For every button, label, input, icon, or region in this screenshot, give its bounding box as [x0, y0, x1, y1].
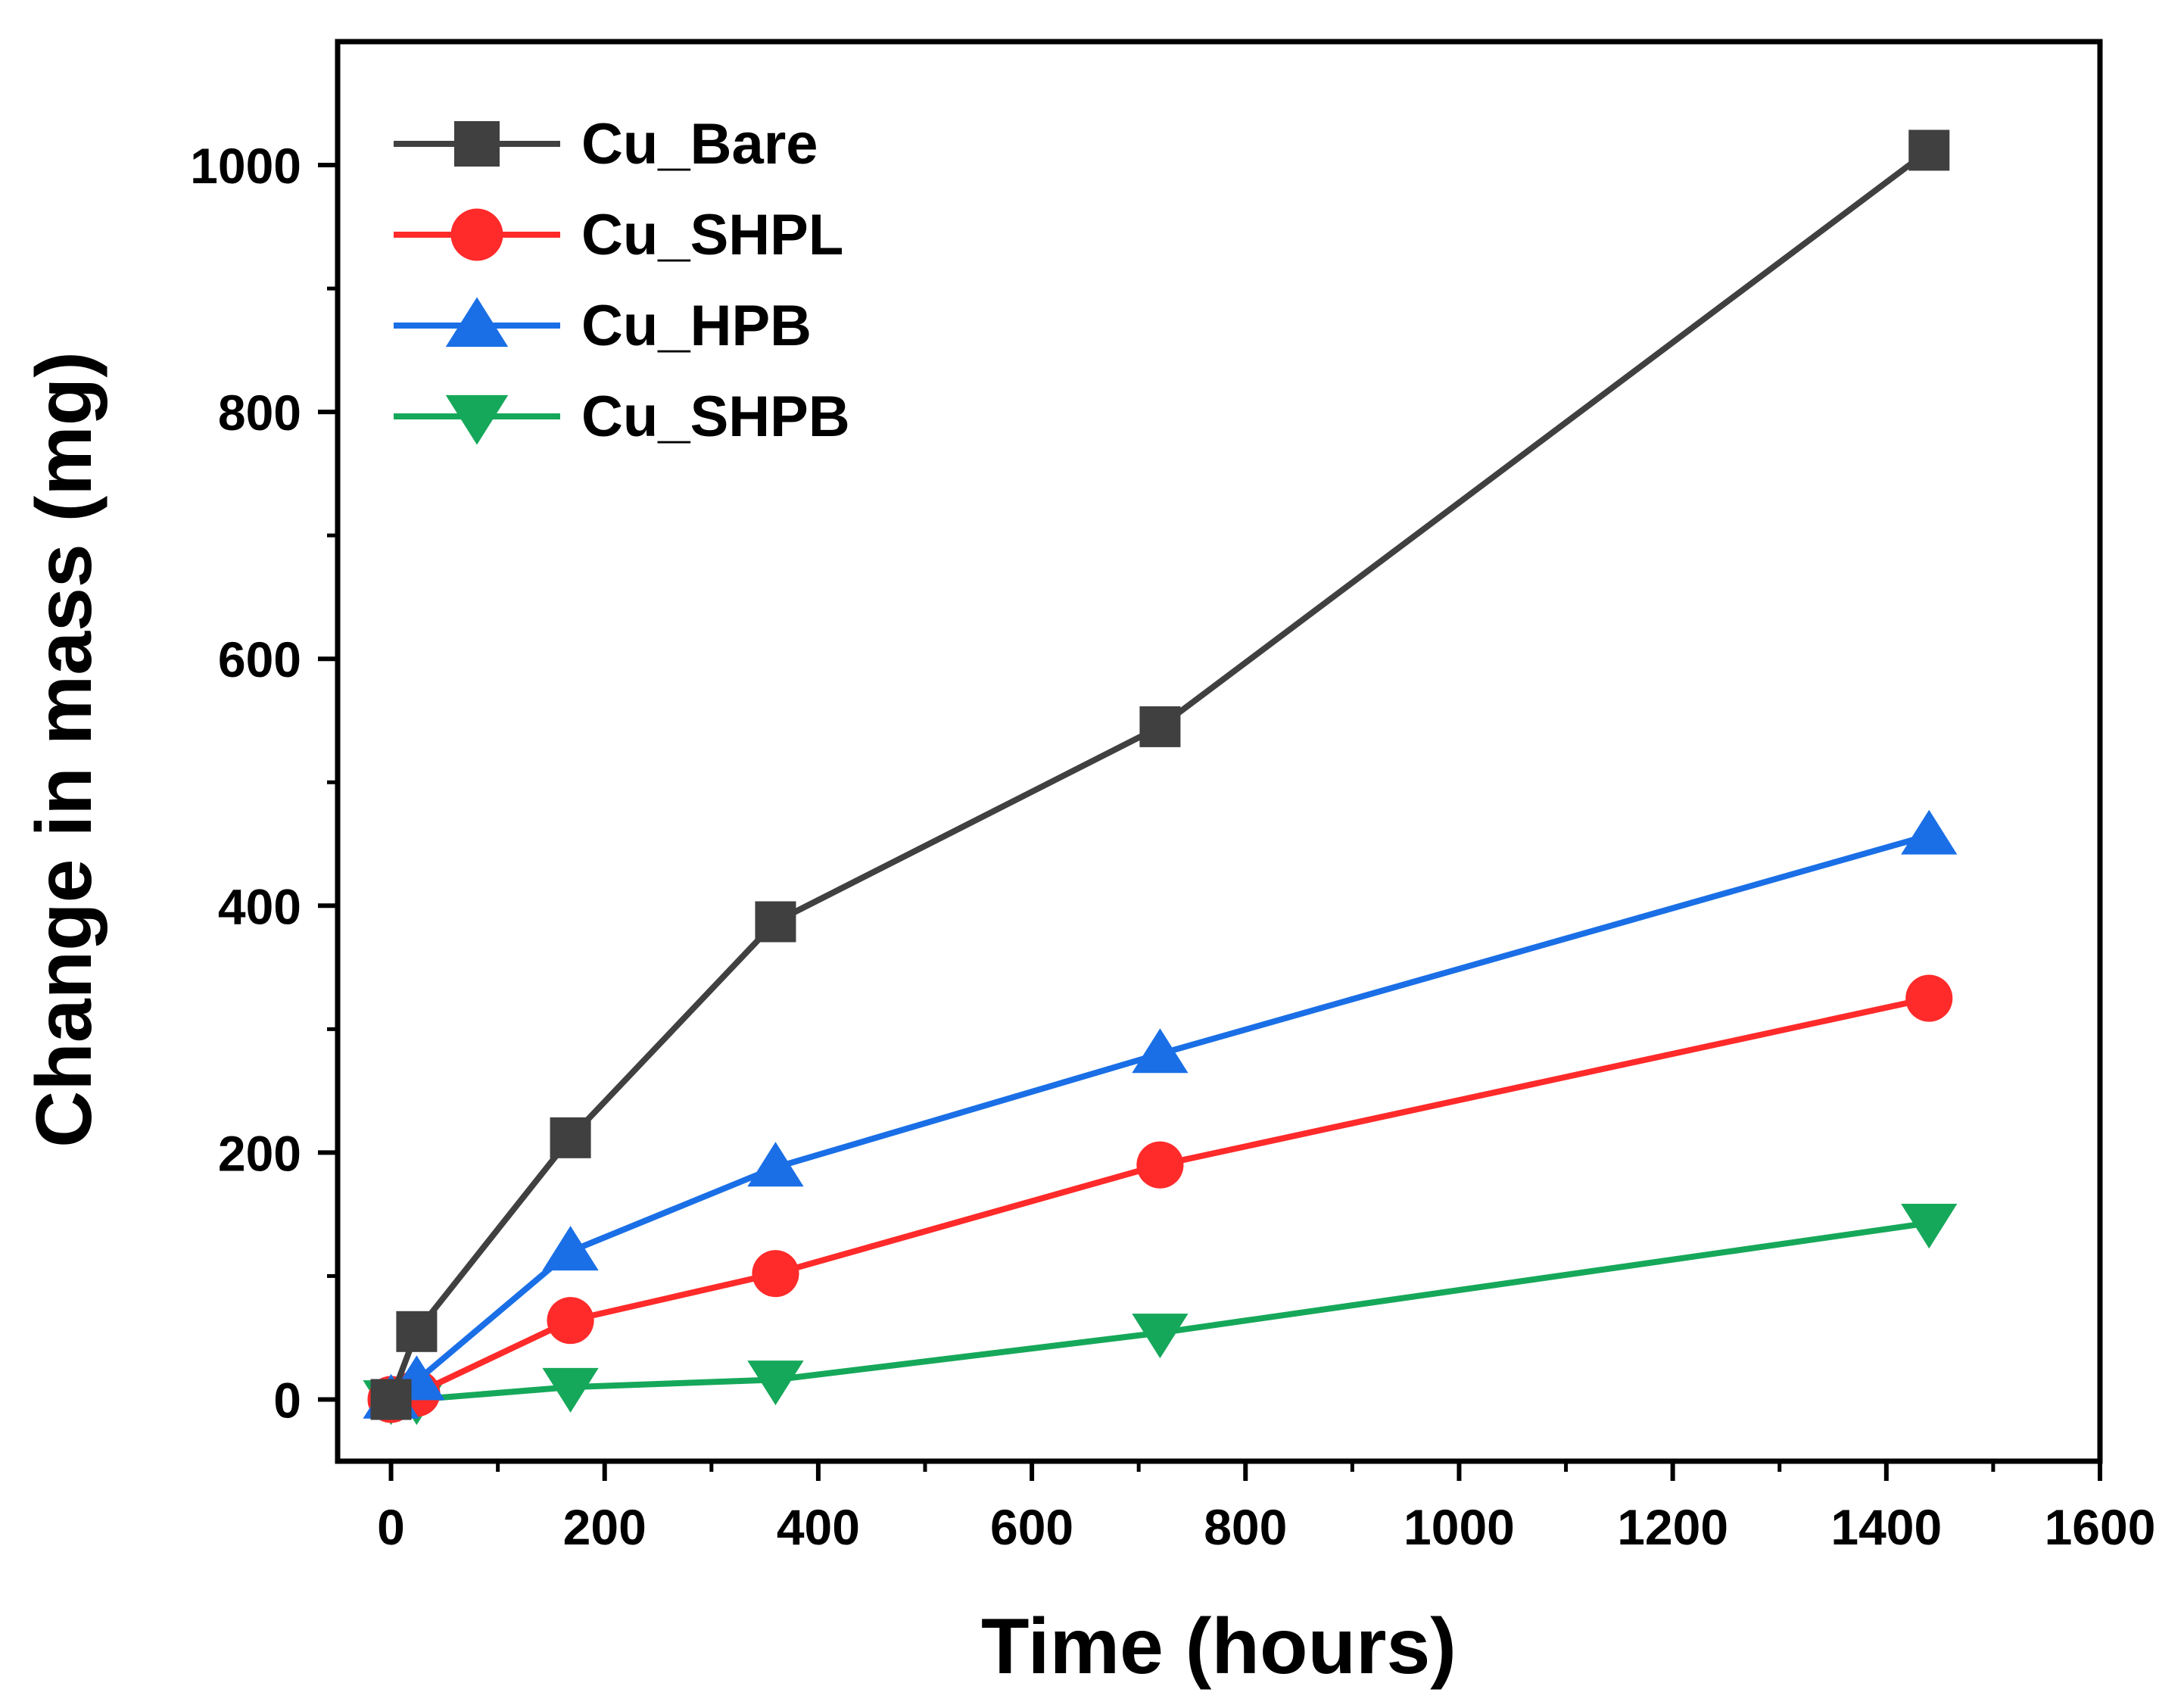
data-point-cu-shpb — [747, 1360, 804, 1406]
y-tick-label: 600 — [218, 631, 301, 687]
data-point-cu-bare — [755, 901, 796, 943]
legend-marker-cu-shpb — [445, 394, 509, 445]
x-tick-label: 0 — [377, 1499, 405, 1555]
legend-marker-cu-shpl — [450, 208, 503, 261]
legend-marker-cu-hpb — [445, 297, 509, 348]
data-point-cu-hpb — [747, 1142, 804, 1187]
x-tick-label: 400 — [777, 1499, 860, 1555]
legend-label-cu-bare: Cu_Bare — [581, 112, 818, 176]
y-axis-ticks: 0 200 400 600 800 1000 — [190, 138, 338, 1428]
data-point-cu-shpl — [1136, 1141, 1184, 1189]
x-axis-title: Time (hours) — [981, 1603, 1457, 1691]
plot-frame — [335, 39, 2103, 1464]
x-tick-label: 1600 — [2045, 1499, 2156, 1555]
data-point-cu-hpb — [1132, 1028, 1189, 1074]
x-tick-label: 200 — [563, 1499, 646, 1555]
data-point-cu-bare — [396, 1311, 438, 1352]
legend-marker-cu-bare — [454, 121, 500, 167]
x-tick-label: 1200 — [1617, 1499, 1728, 1555]
legend-label-cu-hpb: Cu_HPB — [581, 294, 812, 358]
data-point-cu-bare — [1908, 129, 1950, 171]
y-tick-label: 400 — [218, 878, 301, 934]
data-point-cu-shpb — [1132, 1314, 1189, 1359]
x-tick-label: 1000 — [1404, 1499, 1515, 1555]
x-axis-ticks: 0 200 400 600 800 1000 1200 1400 1600 — [377, 1461, 2155, 1555]
y-tick-label: 1000 — [190, 138, 301, 194]
data-point-cu-shpb — [542, 1367, 599, 1413]
x-tick-label: 800 — [1204, 1499, 1287, 1555]
series-layer — [363, 129, 1958, 1426]
x-tick-label: 1400 — [1830, 1499, 1942, 1555]
data-point-cu-shpl — [1905, 974, 1953, 1022]
legend-label-cu-shpl: Cu_SHPL — [581, 203, 843, 267]
data-point-cu-hpb — [1901, 809, 1958, 855]
data-point-cu-hpb — [542, 1226, 599, 1271]
data-point-cu-shpl — [547, 1297, 594, 1345]
legend: Cu_Bare Cu_SHPL Cu_HPB Cu_SHPB — [394, 112, 850, 449]
y-axis-title: Change in mass (mg) — [20, 351, 108, 1148]
y-tick-label: 0 — [273, 1372, 301, 1428]
data-point-cu-bare — [550, 1117, 591, 1158]
y-tick-label: 200 — [218, 1125, 301, 1181]
x-tick-label: 600 — [990, 1499, 1073, 1555]
data-point-cu-bare — [370, 1379, 412, 1420]
y-tick-label: 800 — [218, 385, 301, 441]
data-point-cu-bare — [1139, 706, 1181, 747]
data-point-cu-shpb — [1901, 1204, 1958, 1249]
data-point-cu-shpl — [752, 1250, 799, 1298]
legend-label-cu-shpb: Cu_SHPB — [581, 385, 850, 449]
